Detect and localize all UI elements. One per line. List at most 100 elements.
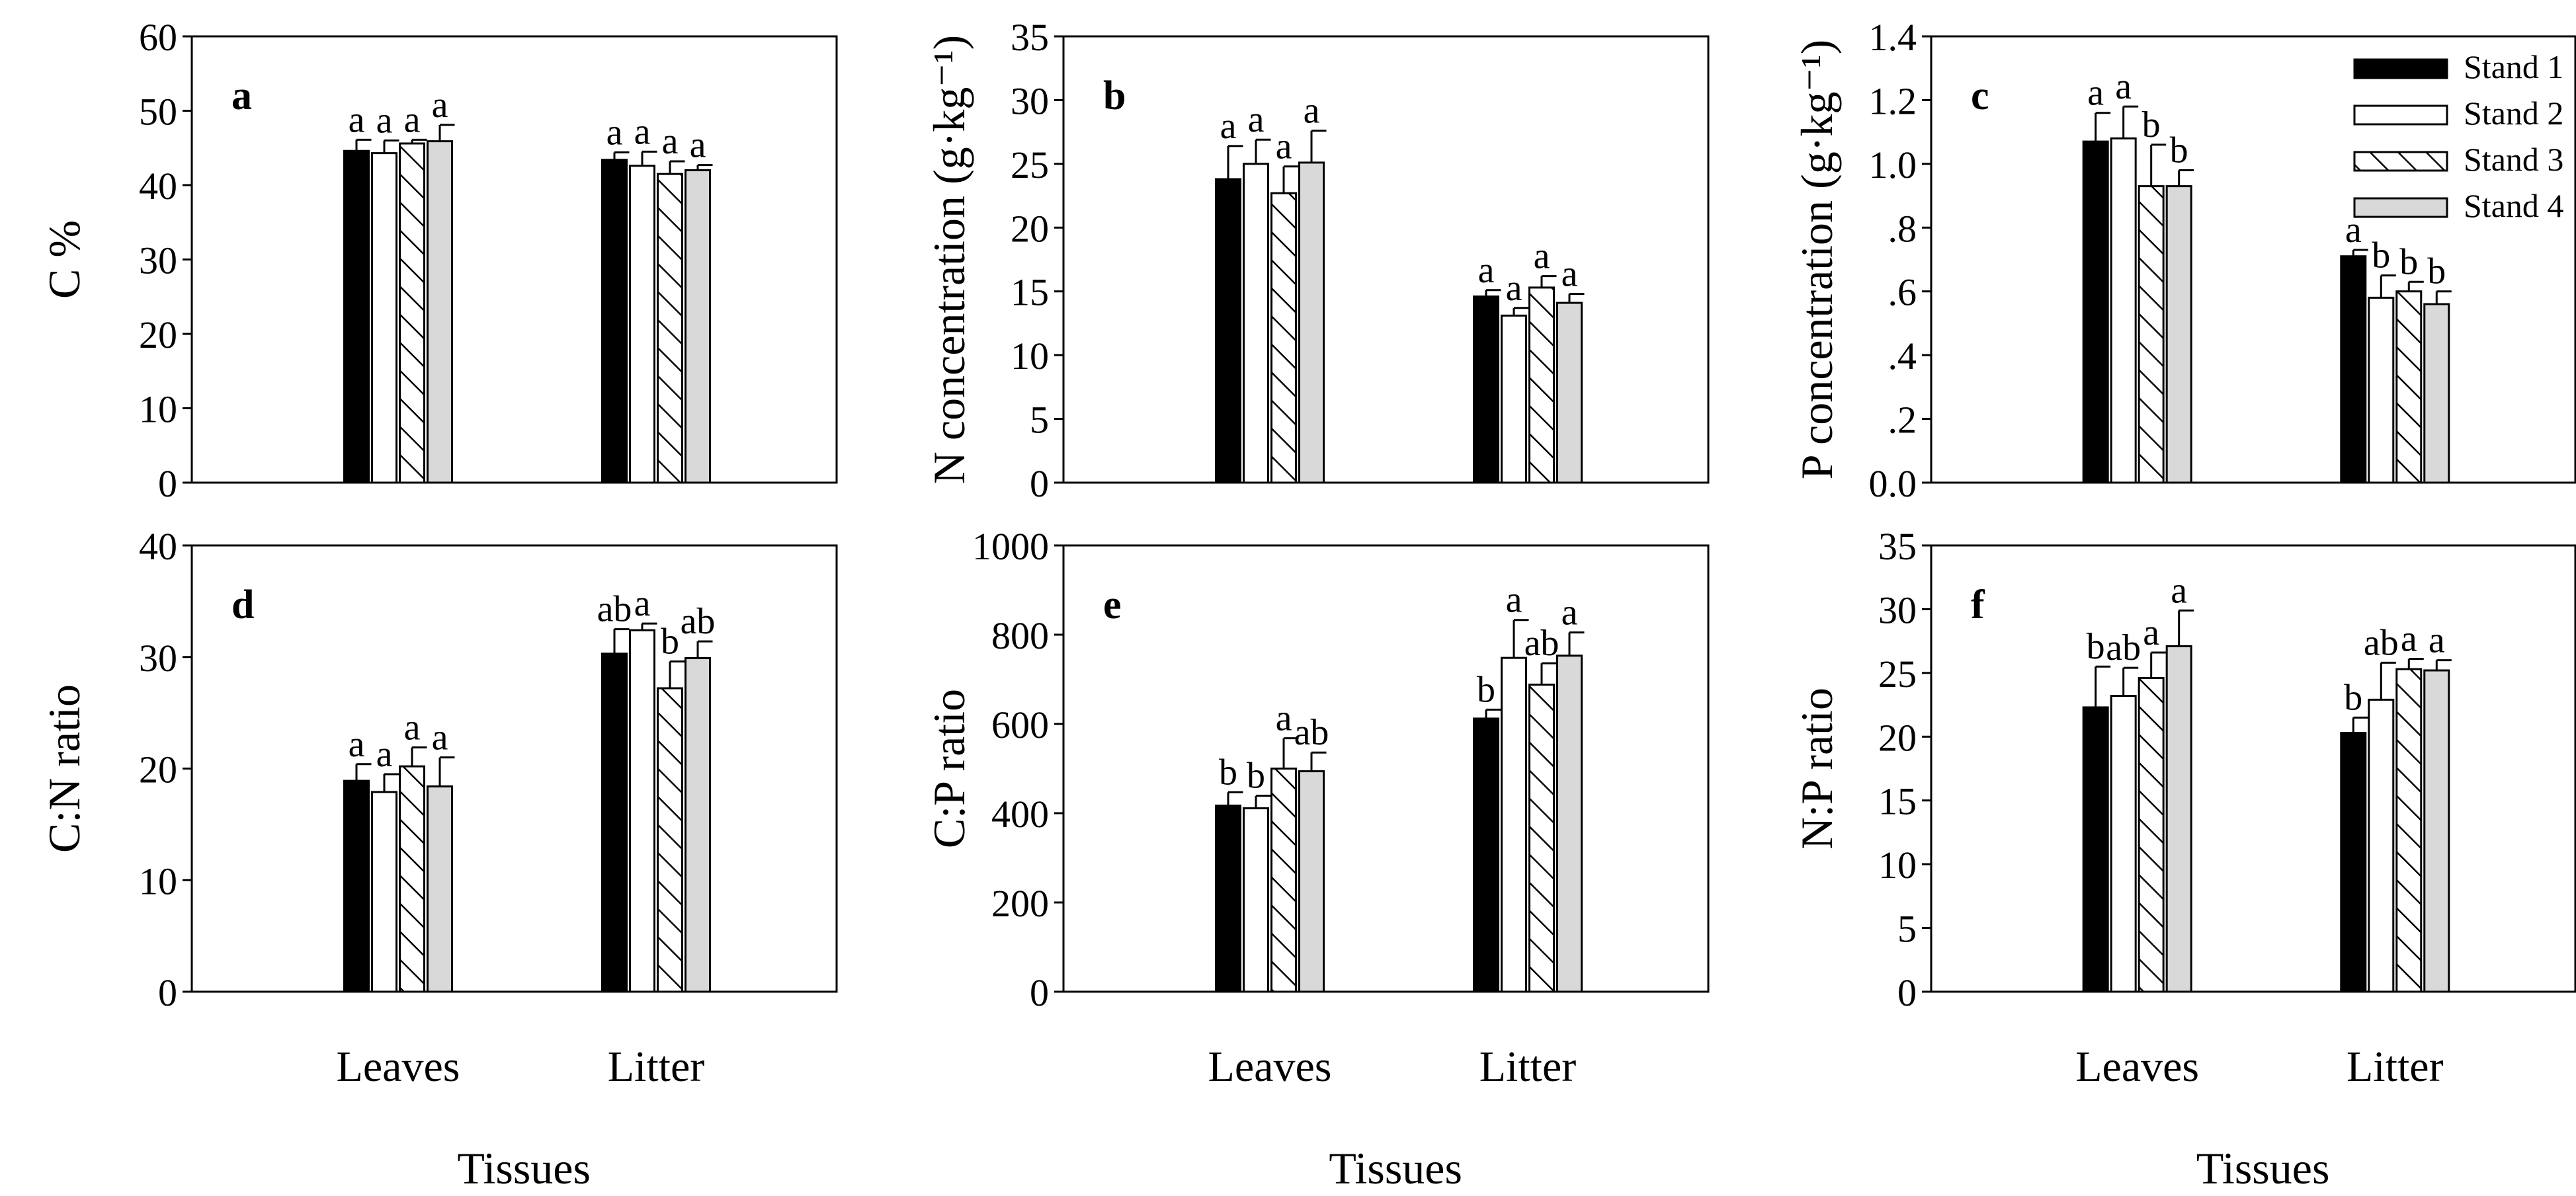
legend-swatch-stand4: [2353, 197, 2448, 218]
y-tick-label: 0: [1030, 971, 1049, 1014]
significance-letter: b: [1219, 752, 1237, 793]
x-category-label: Leaves: [337, 1043, 460, 1091]
y-tick-label: .6: [1888, 271, 1917, 314]
significance-letter: a: [376, 100, 393, 141]
y-tick-label: 35: [1011, 16, 1049, 59]
x-category-label: Litter: [2347, 1043, 2444, 1091]
bar-b-litter-stand4: [1556, 301, 1583, 484]
bar-f-leaves-stand4: [2165, 645, 2192, 993]
y-tick-label: 25: [1011, 143, 1049, 186]
significance-letter: b: [2399, 241, 2418, 282]
significance-letter: a: [1220, 106, 1237, 147]
bar-e-litter-stand1: [1473, 717, 1499, 993]
bar-b-litter-stand2: [1501, 314, 1527, 484]
bar-d-leaves-stand1: [343, 779, 370, 993]
bar-f-litter-stand1: [2340, 732, 2367, 993]
y-tick-label: 10: [1878, 844, 1917, 887]
significance-letter: a: [1561, 592, 1578, 633]
bar-a-litter-stand1: [601, 159, 628, 484]
y-tick-label: 1.2: [1869, 79, 1917, 122]
x-axis-label: Tissues: [2196, 1143, 2330, 1193]
bar-b-leaves-stand4: [1298, 161, 1325, 484]
legend-label-stand1: Stand 1: [2464, 48, 2563, 85]
bar-d-litter-stand3: [657, 687, 683, 993]
plot-frame: [190, 544, 838, 993]
bar-d-leaves-stand3: [399, 765, 425, 993]
significance-letter: ab: [597, 589, 632, 630]
bar-e-leaves-stand3: [1270, 768, 1297, 993]
bar-f-leaves-stand1: [2082, 706, 2109, 993]
significance-letter: b: [661, 621, 679, 662]
significance-letter: a: [662, 121, 679, 162]
bar-b-litter-stand1: [1473, 295, 1499, 484]
bar-c-litter-stand1: [2340, 255, 2367, 484]
significance-letter: a: [1506, 580, 1522, 621]
bar-e-litter-stand4: [1556, 655, 1583, 993]
significance-letter: a: [2171, 570, 2187, 611]
significance-letter: a: [376, 734, 393, 775]
y-axis-label: C:P ratio: [924, 689, 974, 848]
y-tick-label: 1000: [972, 525, 1049, 568]
plot-frame: [1062, 544, 1710, 993]
bar-b-leaves-stand3: [1270, 192, 1297, 484]
legend-swatch-stand2: [2353, 104, 2448, 126]
significance-letter: ab: [1294, 712, 1329, 753]
legend: Stand 1 Stand 2 Stand 3 Stand 4: [2353, 48, 2563, 224]
significance-letter: b: [2372, 235, 2390, 276]
y-tick-label: 15: [1011, 271, 1049, 314]
bar-e-leaves-stand4: [1298, 770, 1325, 993]
y-tick-label: 0: [1897, 971, 1917, 1014]
bar-b-leaves-stand1: [1215, 178, 1241, 484]
bar-c-leaves-stand4: [2165, 185, 2192, 484]
bar-d-litter-stand1: [601, 653, 628, 993]
y-tick-label: 20: [139, 313, 177, 356]
y-tick-label: 40: [139, 525, 177, 568]
significance-letter: a: [349, 99, 365, 140]
significance-letter: a: [2143, 612, 2159, 653]
significance-letter: a: [1276, 698, 1292, 739]
y-tick-label: 0: [158, 462, 177, 505]
y-axis-label: P concentration (g·kg⁻¹): [1792, 40, 1842, 480]
bar-a-litter-stand2: [629, 165, 655, 484]
bar-c-leaves-stand2: [2110, 137, 2137, 484]
y-tick-label: 200: [991, 882, 1049, 925]
x-axis-label: Tissues: [1329, 1143, 1462, 1193]
panel-c: 0.0 .2 .4 .6 .8 1.0 1.2 1.4 P concentration (g·k…: [1792, 16, 2576, 505]
bar-b-leaves-stand2: [1243, 163, 1269, 484]
y-tick-label: 30: [1011, 79, 1049, 122]
y-tick-label: 10: [1011, 335, 1049, 378]
y-tick-label: 15: [1878, 780, 1917, 823]
bar-c-litter-stand2: [2368, 296, 2395, 484]
x-category-label: Litter: [608, 1043, 705, 1091]
significance-letter: a: [1561, 254, 1578, 295]
x-category-label: Leaves: [1208, 1043, 1332, 1091]
significance-letter: b: [1477, 669, 1495, 710]
bar-d-litter-stand2: [629, 629, 655, 993]
significance-letter: a: [606, 112, 623, 153]
panel-letter: a: [231, 73, 252, 118]
y-tick-label: 20: [1011, 207, 1049, 250]
bar-e-litter-stand2: [1501, 657, 1527, 993]
significance-letter: a: [1304, 91, 1320, 132]
legend-label-stand4: Stand 4: [2464, 187, 2563, 224]
bar-e-leaves-stand1: [1215, 805, 1241, 993]
y-tick-label: 30: [139, 239, 177, 282]
y-axis-label: N concentration (g·kg⁻¹): [924, 35, 974, 484]
bar-f-leaves-stand3: [2138, 677, 2165, 993]
significance-letter: a: [432, 85, 448, 126]
y-tick-label: 25: [1878, 653, 1917, 696]
significance-letter: b: [2427, 251, 2446, 292]
significance-letter: a: [2401, 619, 2417, 660]
y-tick-label: 0: [1030, 462, 1049, 505]
panel-letter: d: [231, 582, 254, 627]
y-tick-label: 60: [139, 16, 177, 59]
bar-a-litter-stand4: [685, 169, 711, 484]
y-tick-label: 30: [1878, 588, 1917, 631]
significance-letter: a: [1276, 126, 1292, 167]
legend-label-stand2: Stand 2: [2464, 95, 2563, 132]
significance-letter: a: [1248, 99, 1265, 140]
